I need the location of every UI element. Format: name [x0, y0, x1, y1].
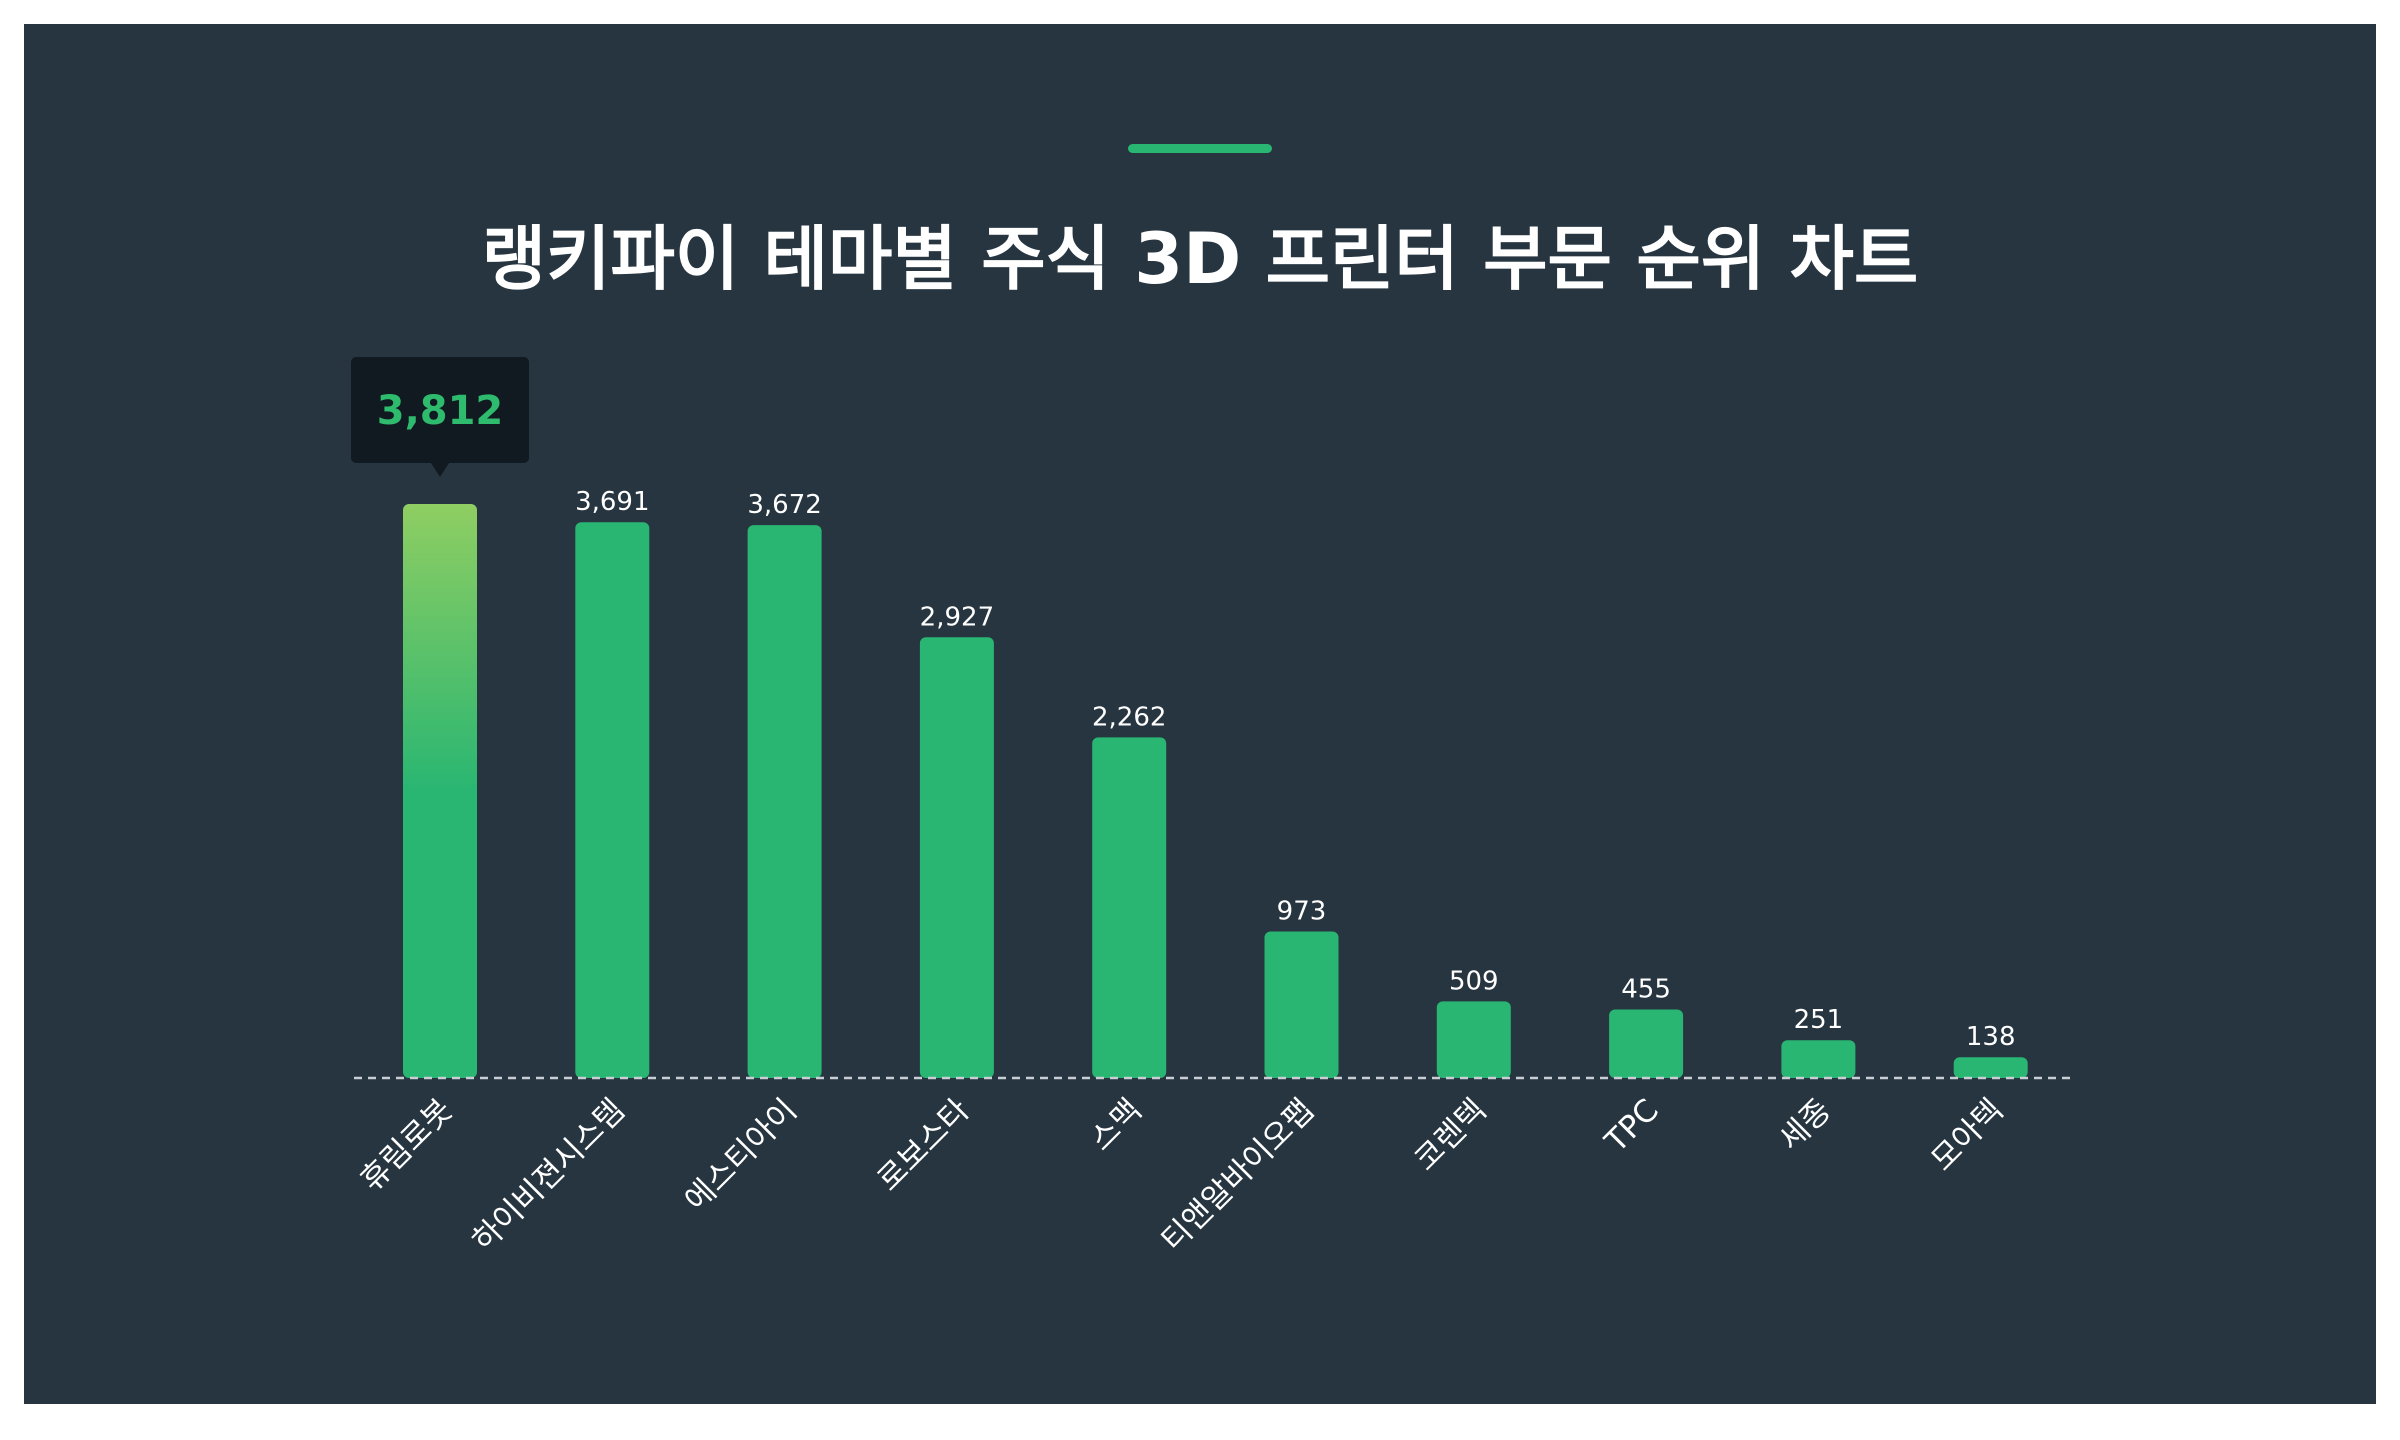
category-label-7: TPC	[1598, 1092, 1666, 1160]
value-label-0: 3,812	[377, 388, 504, 434]
tooltip-arrow	[431, 463, 449, 477]
value-label-1: 3,691	[575, 487, 649, 517]
category-label-4: 스맥	[1083, 1092, 1149, 1158]
title-accent-bar	[1128, 144, 1272, 153]
category-label-5: 티앤알바이오팹	[1155, 1092, 1322, 1259]
category-label-2: 에스티아이	[678, 1092, 804, 1218]
category-label-8: 세종	[1772, 1092, 1838, 1158]
bar-9	[1953, 1057, 2028, 1078]
value-label-8: 251	[1794, 1005, 1844, 1035]
bar-3	[919, 637, 994, 1078]
chart-title: 랭키파이 테마별 주식 3D 프린터 부문 순위 차트	[481, 218, 1919, 300]
category-label-0: 휴림로봇	[354, 1092, 460, 1198]
category-label-6: 코렌텍	[1407, 1092, 1493, 1178]
tooltip-box	[351, 357, 529, 463]
value-label-6: 509	[1449, 966, 1499, 996]
highlight-tooltip: 3,812	[351, 357, 529, 477]
bar-6	[1436, 1001, 1511, 1078]
bar-5	[1264, 931, 1339, 1078]
category-label-1: 하이비젼시스템	[465, 1092, 632, 1259]
bar-4	[1092, 737, 1167, 1078]
bar-1	[575, 522, 650, 1078]
bar-2	[747, 525, 822, 1078]
value-label-5: 973	[1277, 896, 1327, 926]
category-label-3: 로보스타	[870, 1092, 976, 1198]
category-label-9: 모아텍	[1924, 1092, 2010, 1178]
value-label-4: 2,262	[1092, 702, 1166, 732]
bar-0	[403, 504, 477, 1078]
value-label-9: 138	[1966, 1022, 2016, 1052]
bar-7	[1609, 1009, 1684, 1078]
value-label-2: 3,672	[747, 490, 821, 520]
value-label-7: 455	[1621, 974, 1671, 1004]
bars-layer	[403, 504, 2028, 1078]
value-label-3: 2,927	[920, 602, 994, 632]
bar-8	[1781, 1040, 1856, 1078]
